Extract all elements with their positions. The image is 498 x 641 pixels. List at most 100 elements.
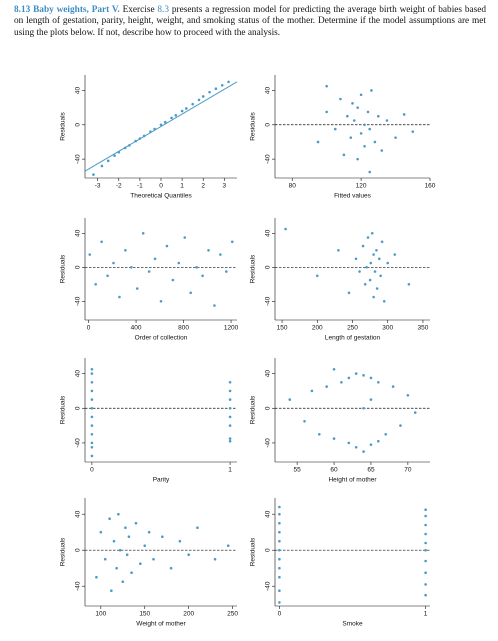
x-tick-label: 350 (418, 325, 429, 332)
point (208, 90, 211, 94)
point (134, 139, 137, 143)
x-axis-label: Order of collection (135, 335, 188, 342)
plot: -40 0 40 80 120 160 Fitted values Residuals (250, 75, 436, 200)
point (359, 93, 363, 97)
point (228, 437, 232, 440)
point (90, 372, 94, 375)
point (278, 505, 281, 509)
point (201, 274, 204, 278)
point (118, 295, 121, 299)
y-tick-label: 40 (75, 370, 82, 378)
point (342, 153, 346, 157)
point (165, 244, 169, 248)
point (406, 393, 410, 397)
point (228, 439, 232, 443)
point (377, 257, 381, 261)
point (366, 110, 370, 114)
x-tick-label: 1 (424, 611, 428, 618)
point (325, 385, 328, 388)
point (363, 144, 366, 148)
point (90, 424, 94, 427)
point (183, 236, 187, 239)
point (356, 157, 359, 161)
point (375, 287, 379, 290)
point (135, 287, 139, 290)
y-tick-label: -40 (265, 438, 272, 448)
x-tick-label: 150 (139, 611, 150, 618)
point (152, 557, 155, 561)
y-tick-label: -40 (75, 438, 82, 448)
point (370, 89, 373, 92)
point (373, 270, 377, 273)
point (332, 437, 336, 440)
y-tick-label: 0 (265, 548, 272, 552)
point (228, 406, 232, 410)
point (424, 508, 427, 512)
point (169, 566, 173, 570)
point (178, 539, 182, 543)
point (142, 134, 146, 138)
exercise-number: 8.13 (14, 5, 31, 15)
point (346, 114, 349, 118)
point (278, 557, 281, 561)
point (356, 106, 359, 109)
point (370, 232, 374, 235)
point (106, 159, 110, 163)
y-axis-label: Residuals (60, 111, 67, 140)
y-tick-label: 40 (265, 370, 272, 378)
point (90, 367, 94, 371)
point (130, 266, 133, 269)
point (161, 535, 164, 538)
point (197, 98, 201, 102)
point (366, 236, 370, 239)
exercise-body: presents a regression model for predicti… (14, 5, 487, 38)
point (288, 398, 292, 401)
point (95, 575, 98, 579)
y-tick-label: 0 (75, 123, 82, 127)
point (377, 439, 380, 443)
x-tick-label: 250 (347, 325, 358, 332)
x-axis-label: Smoke (342, 621, 363, 628)
point (386, 261, 390, 265)
point (351, 102, 354, 105)
plot: -40 0 40 100 150 200 250 Weight of mother Residu… (60, 498, 238, 628)
point (207, 249, 210, 252)
point (121, 580, 125, 583)
y-tick-label: 0 (265, 265, 272, 269)
y-tick-label: 40 (75, 86, 82, 94)
y-tick-label: -40 (265, 581, 272, 591)
point (227, 80, 230, 84)
point (278, 512, 281, 516)
point (424, 583, 427, 586)
point (362, 374, 365, 377)
plot: -40 0 40 0 1 Parity Residuals (60, 358, 237, 484)
point (424, 514, 427, 518)
point (115, 566, 118, 570)
point (159, 123, 163, 127)
point (365, 266, 368, 269)
x-tick-label: 0 (278, 611, 282, 618)
point (159, 300, 163, 303)
exercise-title: Baby weights, Part V. (33, 5, 120, 15)
x-tick-label: 65 (367, 467, 375, 474)
point (88, 253, 92, 256)
point (134, 521, 138, 525)
point (317, 432, 321, 436)
x-tick-label: 2 (201, 183, 205, 190)
exercise-ref: 8.3 (157, 5, 170, 15)
x-axis-label: Theoretical Quantiles (130, 193, 192, 200)
point (278, 521, 281, 525)
point (90, 389, 94, 393)
point (354, 372, 358, 375)
point (278, 530, 281, 534)
point (325, 110, 328, 114)
point (228, 398, 232, 401)
point (90, 441, 94, 445)
x-tick-label: 160 (425, 183, 436, 190)
point (310, 389, 314, 393)
point (90, 406, 94, 410)
point (373, 140, 377, 144)
point (369, 443, 373, 446)
point (369, 261, 373, 265)
